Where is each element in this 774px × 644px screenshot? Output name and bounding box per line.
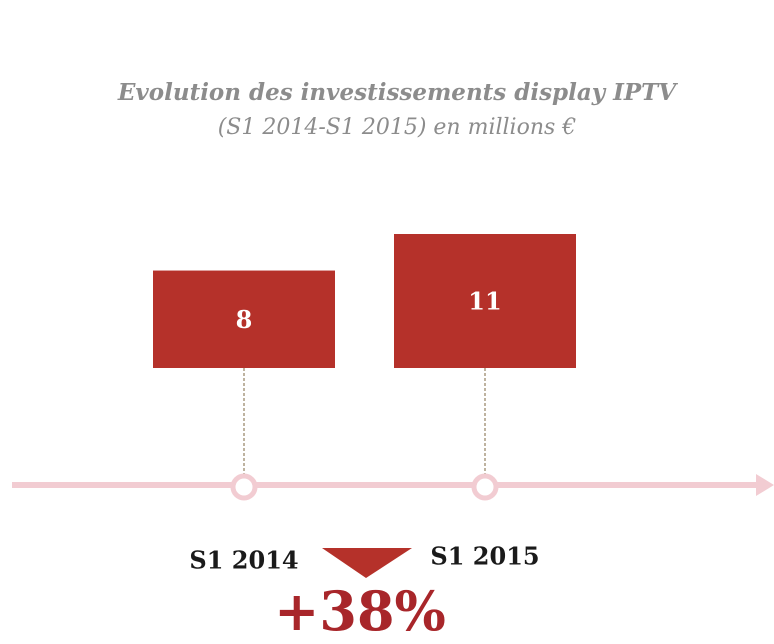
chart-subtitle: (S1 2014-S1 2015) en millions €	[218, 115, 577, 140]
category-label: S1 2014	[189, 546, 298, 575]
timeline-dot	[471, 473, 499, 501]
value-label: 8	[236, 305, 253, 334]
value-label: 11	[468, 287, 501, 316]
category-label: S1 2015	[430, 542, 539, 571]
bar	[153, 270, 335, 368]
bar	[394, 234, 576, 368]
change-label: +38%	[274, 579, 446, 643]
chart-title: Evolution des investissements display IP…	[117, 79, 678, 106]
timeline-arrow	[756, 474, 774, 496]
timeline-dot	[230, 473, 258, 501]
change-arrow	[322, 548, 412, 578]
